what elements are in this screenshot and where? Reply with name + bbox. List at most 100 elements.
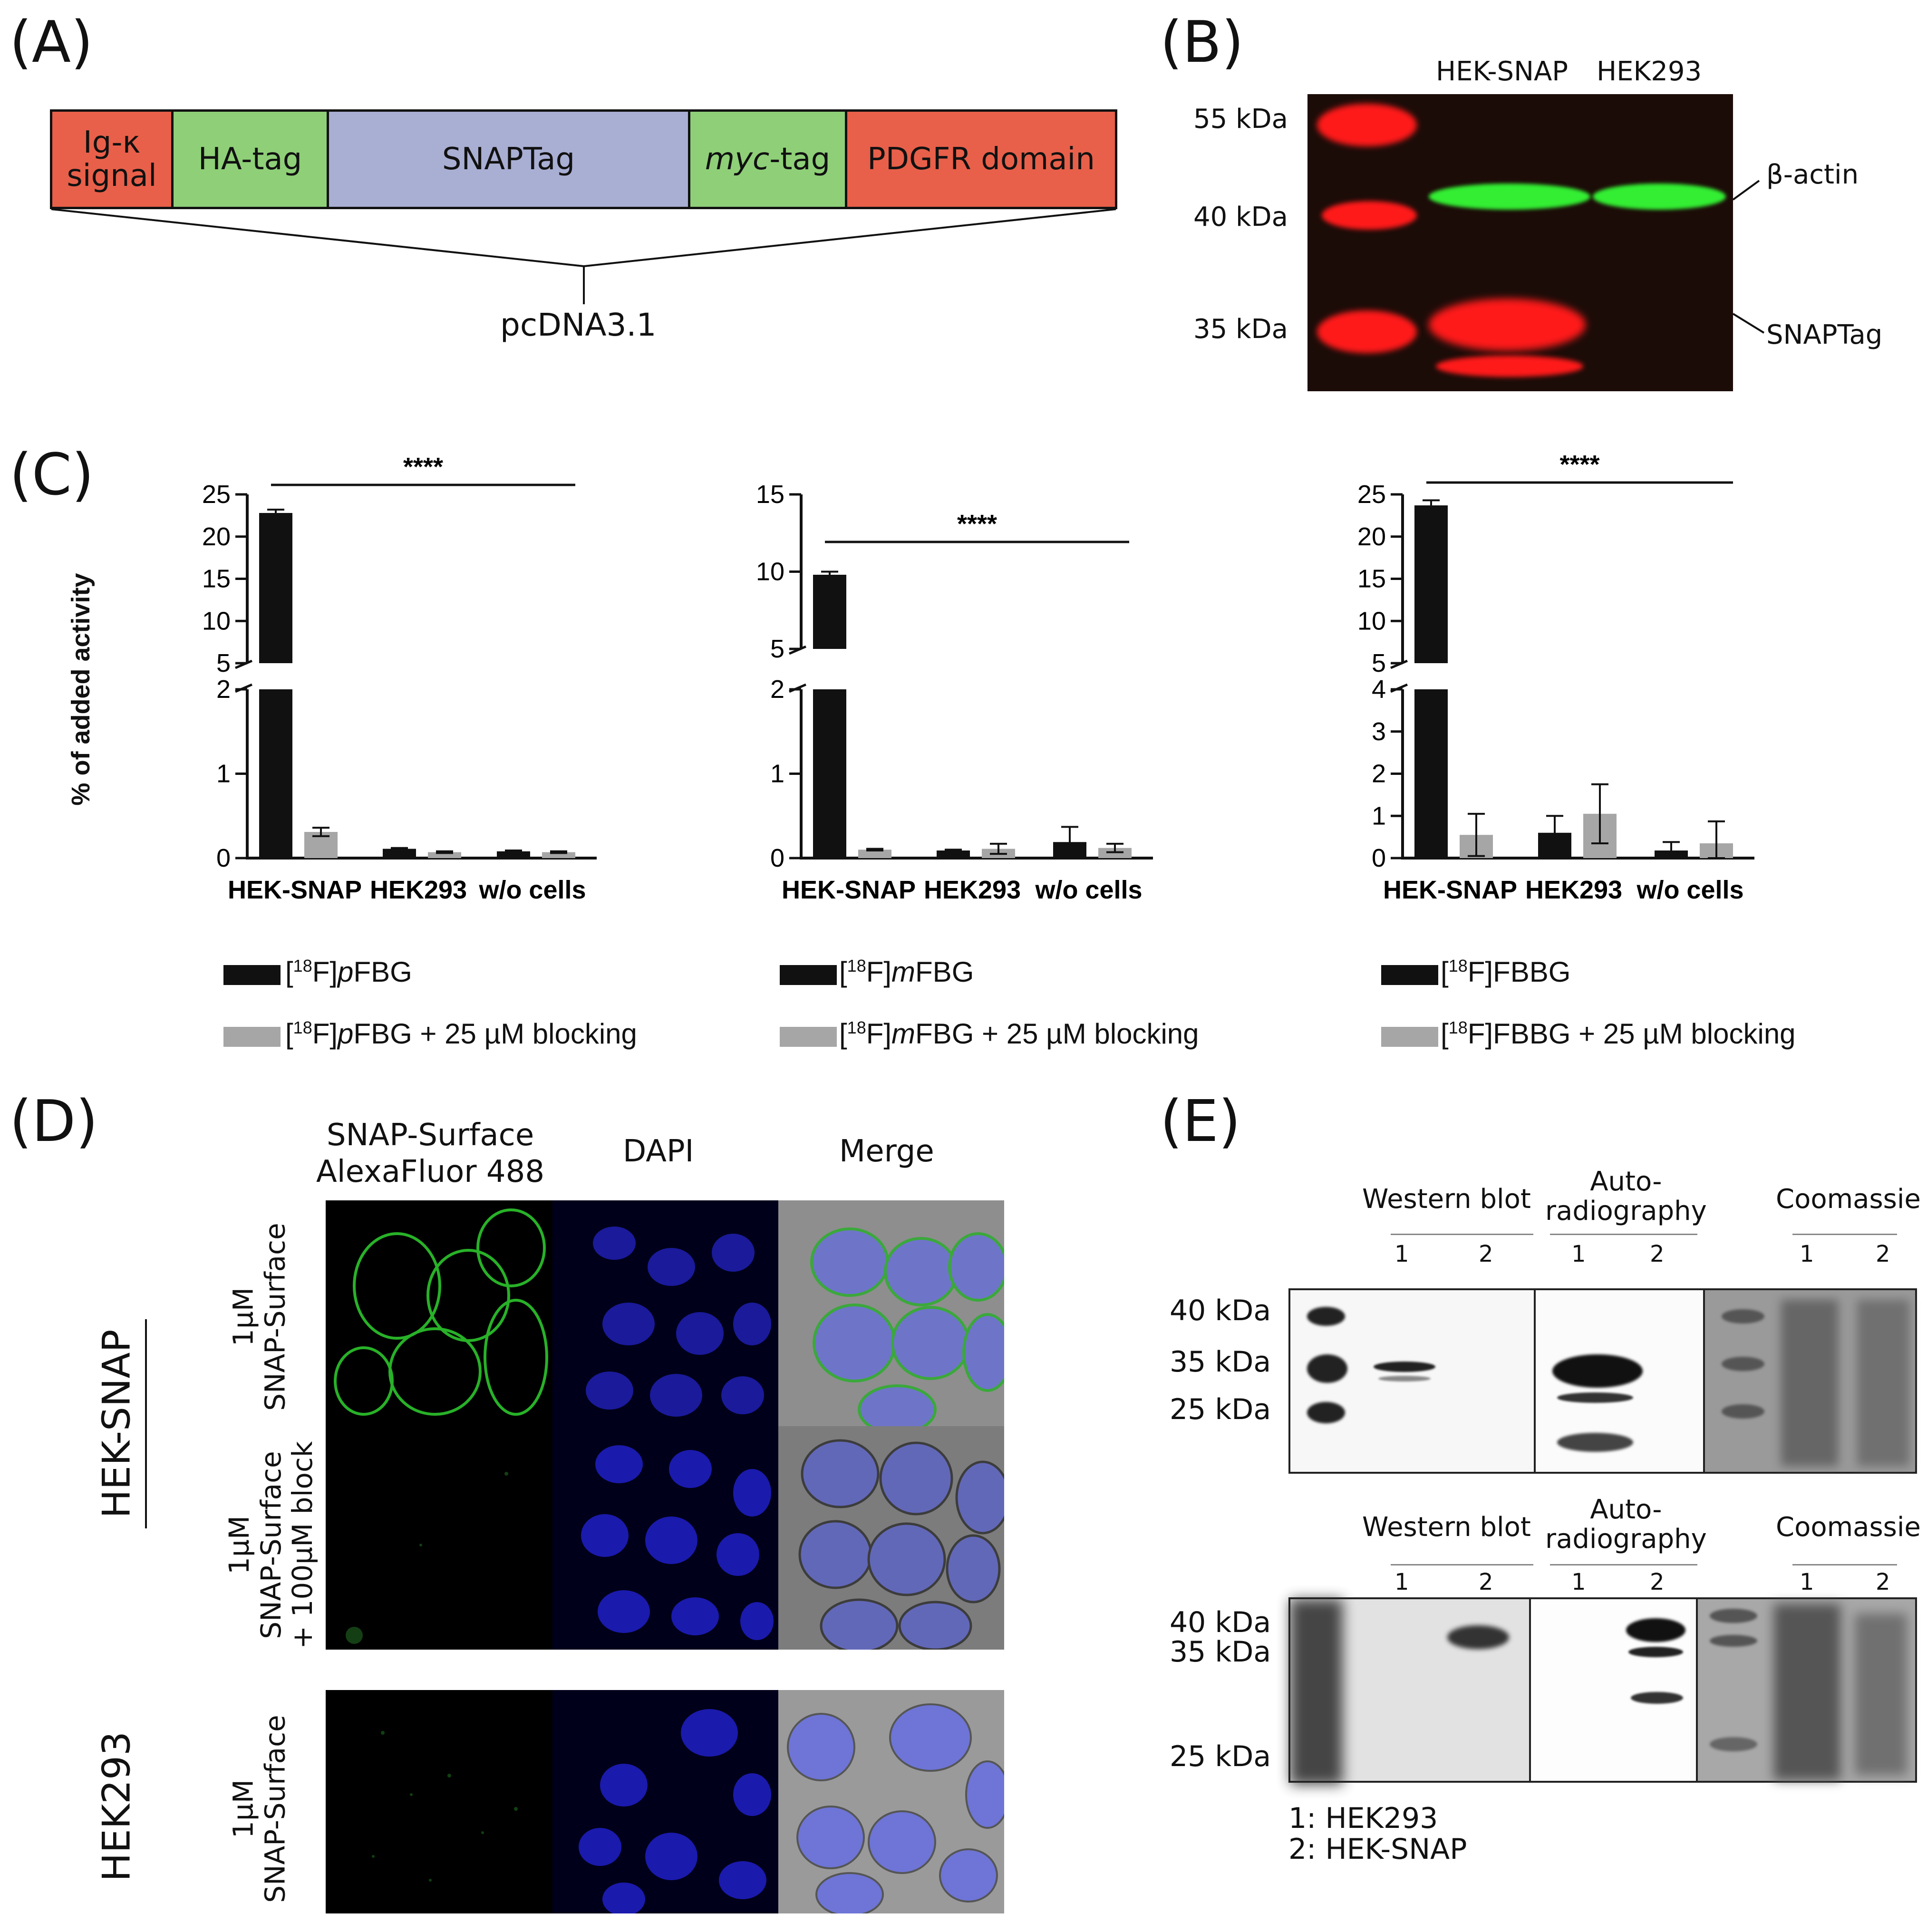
- e-top-blot-ar: [1534, 1288, 1705, 1474]
- sig-stars-0: ****: [403, 453, 443, 481]
- e-top-wb-ladder-3: [1307, 1402, 1345, 1423]
- legend-label-mfbg: [18F]mFBG: [839, 956, 974, 988]
- d-col-header-3: Merge: [839, 1134, 934, 1169]
- segment-snaptag: SNAPTag: [329, 112, 690, 207]
- e-top-wb-band-2: [1378, 1376, 1431, 1381]
- lane-hek293: HEK293: [1597, 56, 1702, 87]
- vector-lines: [51, 208, 1116, 304]
- d-group-hek293-text: HEK293: [94, 1731, 139, 1882]
- snap-band-2: [1436, 356, 1583, 377]
- e-top-cm-ladder-2: [1722, 1357, 1764, 1371]
- marker-40: 40 kDa: [1193, 202, 1288, 232]
- tick-label-upper-0-3: 20: [202, 522, 231, 551]
- legend-swatch-black-1: [223, 965, 281, 985]
- legend-swatch-black-2: [780, 965, 837, 985]
- bar-lower-0-0-0: [259, 689, 292, 858]
- tick-label-lower-2-4: 4: [1372, 675, 1386, 704]
- tick-label-upper-2-0: 5: [1372, 649, 1386, 677]
- micro-snap-alexa-2: [326, 1426, 552, 1650]
- tick-label-lower-1-1: 1: [770, 760, 784, 788]
- e-top-ar-band-1: [1552, 1354, 1643, 1388]
- bar-1-1-0: [858, 850, 891, 858]
- e-top-rule-wb: [1391, 1234, 1533, 1235]
- e-legend-1: 1: HEK293: [1288, 1802, 1438, 1835]
- e-bot-wb-ladder: [1290, 1599, 1343, 1785]
- tick-label-lower-2-3: 3: [1372, 717, 1386, 746]
- category-label-2-1: HEK293: [1525, 876, 1622, 904]
- e-top-ar-band-2: [1557, 1392, 1633, 1403]
- e-top-cm-ladder-1: [1722, 1309, 1764, 1323]
- e-top-blot-wb: [1288, 1288, 1536, 1474]
- legend-label-pfbg: [18F]pFBG: [285, 956, 412, 988]
- legend-swatch-black-3: [1381, 965, 1438, 985]
- construct-diagram: Ig-κ signal HA-tag SNAPTag myc-tag PDGFR…: [50, 109, 1117, 209]
- bar-lower-2-0-0: [1414, 689, 1448, 858]
- sig-stars-1: ****: [957, 510, 997, 538]
- e-top-marker-25: 25 kDa: [1170, 1393, 1271, 1426]
- e-top-wb-ladder-2: [1307, 1354, 1347, 1383]
- bar-lower-1-0-0: [813, 689, 846, 858]
- e-bot-cm-lane-2: [1855, 1613, 1907, 1775]
- e-bot-cm-lane-1: [1774, 1604, 1840, 1780]
- e-bot-header-wb: Western blot: [1362, 1512, 1531, 1543]
- micro-snap-alexa-3: [326, 1690, 552, 1913]
- e-top-header-cm: Coomassie: [1776, 1184, 1921, 1215]
- label-beta-actin: β-actin: [1766, 159, 1859, 190]
- e-bot-rule-ar: [1550, 1564, 1697, 1565]
- panel-e-letter: (E): [1160, 1089, 1241, 1155]
- legend-swatch-grey-1: [223, 1027, 281, 1047]
- category-label-2-0: HEK-SNAP: [1383, 876, 1517, 904]
- micro-merge-1: [778, 1200, 1004, 1426]
- bar-1-0-1: [937, 850, 970, 858]
- marker-35: 35 kDa: [1193, 314, 1288, 345]
- d-row-label-2-text: 1µM SNAP-Surface + 100µM block: [223, 1441, 319, 1649]
- legend-swatch-grey-3: [1381, 1027, 1438, 1047]
- e-bot-header-ar: Auto- radiography: [1545, 1494, 1707, 1555]
- tick-label-upper-0-4: 25: [202, 480, 231, 509]
- e-bot-lane-1a: 1: [1394, 1569, 1409, 1595]
- tick-label-upper-0-0: 5: [216, 649, 231, 677]
- e-top-lane-2b: 2: [1650, 1241, 1665, 1267]
- b-pointer-lines: [1732, 180, 1765, 334]
- e-top-lane-1b: 1: [1571, 1241, 1586, 1267]
- tick-label-lower-0-1: 1: [216, 760, 231, 788]
- panel-c-letter: (C): [10, 442, 94, 508]
- category-label-0-2: w/o cells: [478, 876, 586, 904]
- category-label-0-0: HEK-SNAP: [228, 876, 362, 904]
- tick-label-upper-1-1: 10: [756, 558, 784, 586]
- tick-label-upper-0-1: 10: [202, 607, 231, 635]
- ladder-band-35: [1317, 310, 1417, 353]
- e-bot-marker-35: 35 kDa: [1170, 1635, 1271, 1669]
- tick-label-lower-0-2: 2: [216, 675, 231, 704]
- tick-label-lower-1-0: 0: [770, 844, 784, 872]
- e-top-marker-40: 40 kDa: [1170, 1294, 1271, 1327]
- e-bot-cm-ladder-3: [1710, 1737, 1757, 1751]
- myc-rest: -tag: [769, 141, 831, 177]
- d-col-header-2: DAPI: [623, 1134, 694, 1169]
- category-label-2-2: w/o cells: [1636, 876, 1743, 904]
- ladder-band-55: [1317, 104, 1417, 146]
- e-bot-marker-25: 25 kDa: [1170, 1740, 1271, 1773]
- panel-d-letter: (D): [10, 1089, 98, 1155]
- western-blot-b: [1307, 94, 1733, 391]
- e-top-lane-1a: 1: [1394, 1241, 1409, 1267]
- e-bot-cm-ladder-1: [1710, 1609, 1757, 1623]
- e-top-rule-ar: [1550, 1234, 1697, 1235]
- tick-label-upper-2-2: 15: [1357, 565, 1386, 593]
- category-label-1-0: HEK-SNAP: [782, 876, 916, 904]
- legend-label-pfbg-block: [18F]pFBG + 25 µM blocking: [285, 1018, 637, 1050]
- e-bot-marker-40: 40 kDa: [1170, 1606, 1271, 1639]
- category-label-1-2: w/o cells: [1035, 876, 1142, 904]
- e-top-wb-band-1: [1374, 1362, 1435, 1372]
- micro-dapi-3: [552, 1690, 778, 1913]
- d-col-header-1: SNAP-Surface AlexaFluor 488: [316, 1118, 545, 1189]
- legend-label-mfbg-block: [18F]mFBG + 25 µM blocking: [839, 1018, 1199, 1050]
- e-top-blot-cm: [1703, 1288, 1917, 1474]
- tick-label-upper-2-3: 20: [1357, 522, 1386, 551]
- tick-label-lower-1-2: 2: [770, 675, 784, 704]
- bar-upper-0-0-0: [259, 513, 292, 663]
- snap-band-1: [1429, 299, 1586, 351]
- e-bot-header-cm: Coomassie: [1776, 1512, 1921, 1543]
- d-group-divider: [145, 1319, 147, 1528]
- segment-pdgfr: PDGFR domain: [847, 112, 1115, 207]
